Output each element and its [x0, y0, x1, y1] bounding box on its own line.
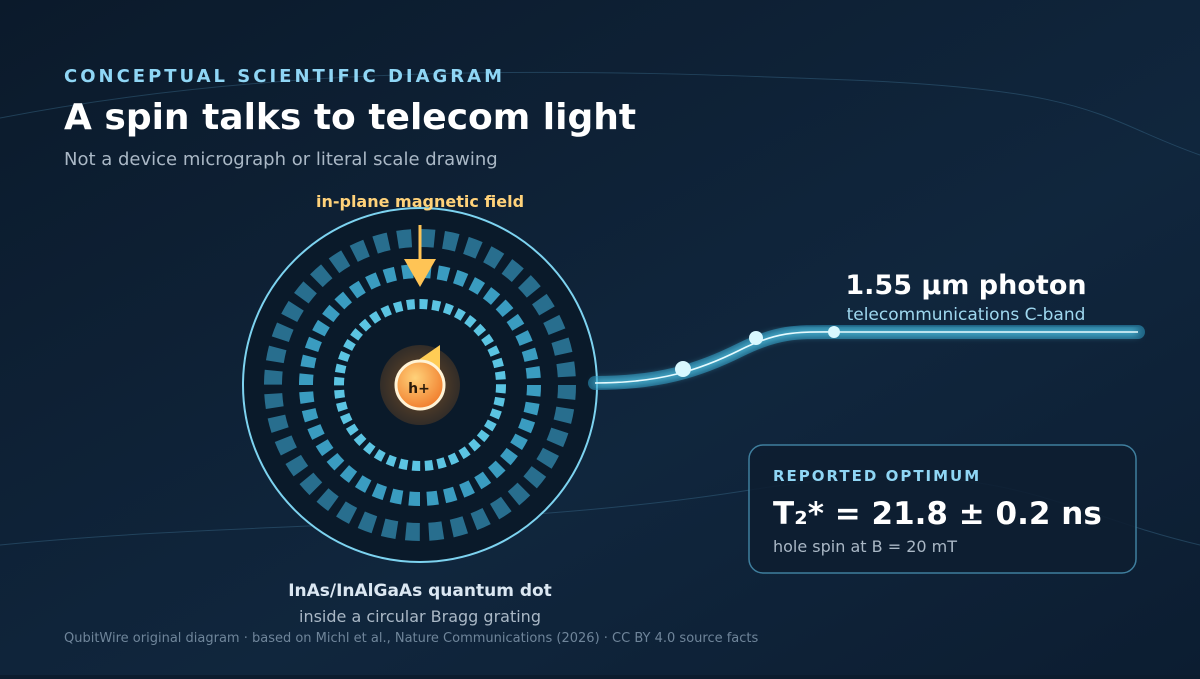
photon-path [594, 331, 1138, 384]
title: A spin talks to telecom light [64, 97, 636, 138]
photon-title: 1.55 µm photon [845, 270, 1086, 301]
grating-ring [299, 264, 541, 506]
device-title: InAs/InAlGaAs quantum dot [288, 581, 552, 601]
result-card [748, 444, 1137, 574]
quantum-dot [394, 359, 446, 411]
field-label: in-plane magnetic field [316, 192, 524, 211]
grating-ring [264, 229, 576, 541]
device-subtitle: inside a circular Bragg grating [299, 607, 541, 626]
eyebrow: CONCEPTUAL SCIENTIFIC DIAGRAM [64, 66, 505, 87]
bg-wave [0, 71, 1200, 156]
footer: QubitWire original diagram · based on Mi… [64, 631, 759, 646]
photon-node [828, 326, 840, 338]
photon-node [675, 361, 691, 377]
result-eyebrow: REPORTED OPTIMUM [773, 467, 981, 485]
photon-node [749, 331, 763, 345]
result-value: T₂* = 21.8 ± 0.2 ns [773, 496, 1102, 532]
field-arrowhead [404, 259, 436, 287]
grating-ring [334, 299, 506, 471]
photon-subtitle: telecommunications C-band [847, 305, 1086, 325]
result-note: hole spin at B = 20 mT [773, 537, 957, 556]
subtitle: Not a device micrograph or literal scale… [64, 149, 498, 170]
spin-label: h+ [408, 381, 430, 397]
